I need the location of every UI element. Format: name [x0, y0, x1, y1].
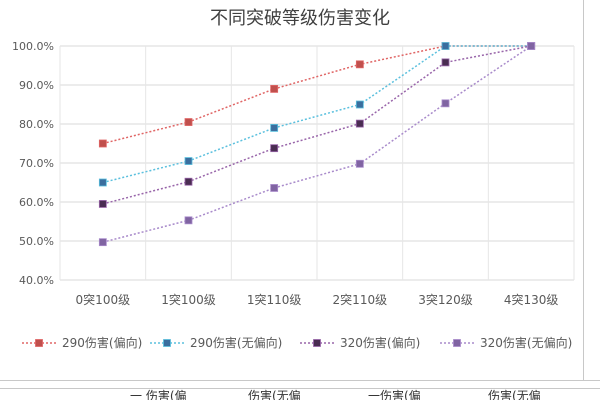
data-point [355, 119, 364, 128]
data-point [98, 200, 107, 208]
bottom-cell-1: 一 伤害(偏 [130, 389, 187, 400]
y-tick-label: 60.0% [19, 196, 54, 209]
legend-label: 320伤害(偏向) [340, 335, 420, 350]
data-point [527, 42, 536, 50]
legend-label: 290伤害(偏向) [62, 335, 142, 350]
data-point [270, 144, 279, 153]
y-tick-label: 100.0% [12, 40, 54, 53]
data-point [270, 85, 279, 93]
x-tick-label: 2突110级 [333, 292, 388, 307]
legend-label: 290伤害(无偏向) [190, 335, 282, 350]
x-tick-label: 4突130级 [504, 292, 559, 307]
data-point [355, 60, 364, 69]
y-tick-label: 70.0% [19, 157, 54, 170]
data-point [98, 178, 107, 187]
x-tick-label: 1突100级 [161, 292, 216, 307]
data-point [184, 157, 193, 165]
data-point [98, 238, 107, 247]
series-line [102, 45, 532, 205]
y-tick-label: 50.0% [19, 235, 54, 248]
data-point [184, 177, 193, 186]
legend-marker [313, 339, 321, 347]
series-line [102, 45, 532, 184]
bottom-cell-3: 一伤害(偏 [368, 389, 421, 400]
bottom-cell-2: 伤害(无偏 [248, 389, 301, 400]
series-line [102, 45, 532, 243]
bottom-frame-border [0, 380, 600, 381]
x-tick-label: 1突110级 [247, 292, 302, 307]
data-point [270, 124, 279, 132]
y-tick-label: 90.0% [19, 79, 54, 92]
series-line [102, 45, 532, 145]
right-frame-border [583, 0, 584, 380]
x-tick-label: 3突120级 [418, 292, 473, 307]
data-point [270, 184, 279, 192]
data-point [355, 100, 364, 109]
data-point [441, 42, 450, 50]
bottom-cell-4: 伤害(无偏 [488, 389, 541, 400]
data-point [184, 216, 193, 225]
data-point [184, 118, 193, 126]
x-tick-label: 0突100级 [76, 292, 131, 307]
data-point [98, 139, 107, 148]
data-point [441, 99, 450, 108]
y-tick-label: 40.0% [19, 274, 54, 287]
data-point [355, 159, 364, 168]
legend-marker [453, 339, 461, 347]
legend-marker [163, 339, 171, 347]
chart-title: 不同突破等级伤害变化 [210, 8, 390, 29]
legend-label: 320伤害(无偏向) [480, 335, 572, 350]
data-point [441, 58, 450, 67]
y-tick-label: 80.0% [19, 118, 54, 131]
bottom-table-border [0, 388, 600, 389]
legend-marker [35, 339, 43, 347]
